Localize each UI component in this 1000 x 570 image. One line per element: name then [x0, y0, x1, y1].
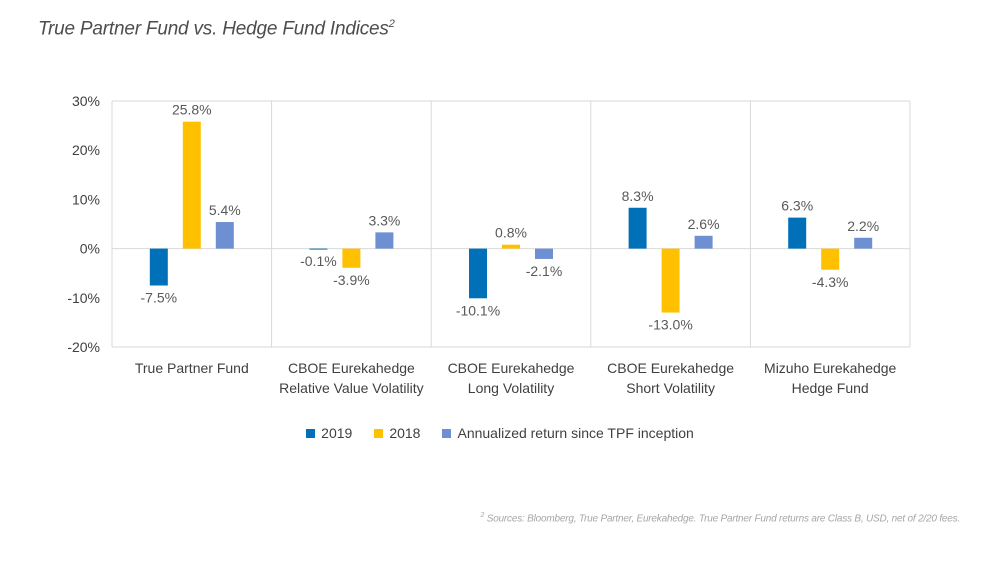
chart-title-footnote-mark: 2: [388, 18, 395, 30]
legend-label: 2018: [389, 425, 421, 441]
data-label: -4.3%: [812, 274, 849, 290]
bar: [149, 248, 168, 286]
y-tick-label: 10%: [72, 191, 100, 207]
legend-label: Annualized return since TPF inception: [457, 425, 694, 441]
data-label: 3.3%: [368, 212, 400, 228]
x-tick-label: Hedge Fund: [792, 380, 869, 396]
data-label: -3.9%: [333, 272, 370, 288]
x-tick-label: Short Volatility: [626, 380, 715, 396]
bar: [182, 121, 201, 249]
bar: [788, 217, 807, 249]
y-tick-label: 0%: [80, 241, 100, 257]
bar: [661, 248, 680, 313]
legend-item: Annualized return since TPF inception: [442, 425, 694, 441]
legend-item: 2018: [374, 425, 420, 441]
legend-swatch: [442, 428, 452, 438]
legend-swatch: [306, 428, 316, 438]
bar: [469, 248, 487, 299]
chart-title: True Partner Fund vs. Hedge Fund Indices…: [38, 18, 395, 40]
y-tick-label: 30%: [72, 93, 100, 109]
data-label: -10.1%: [456, 302, 500, 318]
legend-swatch: [374, 428, 384, 438]
bar: [694, 235, 713, 249]
bar: [628, 207, 647, 249]
chart-legend: 2019 2018 Annualized return since TPF ince…: [0, 425, 1000, 441]
data-label: -2.1%: [526, 263, 563, 279]
data-label: 2.2%: [847, 218, 879, 234]
x-tick-label: Long Volatility: [468, 380, 554, 396]
x-tick-label: CBOE Eurekahedge: [288, 360, 415, 376]
bar: [821, 248, 840, 270]
data-label: 2.6%: [688, 216, 720, 232]
footnote: 2 Sources: Bloomberg, True Partner, Eure…: [480, 512, 960, 524]
data-label: 6.3%: [781, 198, 813, 214]
legend-item: 2019: [306, 425, 352, 441]
y-tick-label: 20%: [72, 142, 100, 158]
bar: [502, 244, 520, 249]
footnote-text: Sources: Bloomberg, True Partner, Eureka…: [484, 513, 960, 525]
x-tick-label: Relative Value Volatility: [279, 380, 423, 396]
y-tick-label: -10%: [67, 290, 100, 306]
data-label: -7.5%: [141, 290, 178, 306]
x-tick-label: True Partner Fund: [135, 360, 249, 376]
bar: [215, 222, 234, 249]
bar: [854, 237, 873, 249]
data-label: 25.8%: [172, 102, 212, 118]
data-label: -0.1%: [300, 253, 337, 269]
bar: [342, 248, 361, 268]
x-tick-label: CBOE Eurekahedge: [448, 360, 575, 376]
bar: [309, 248, 328, 250]
legend-label: 2019: [321, 425, 353, 441]
bar: [535, 248, 553, 259]
data-label: 8.3%: [622, 188, 654, 204]
data-label: -13.0%: [648, 317, 692, 333]
bar: [375, 232, 394, 249]
x-tick-label: Mizuho Eurekahedge: [764, 360, 897, 376]
data-label: 0.8%: [495, 225, 527, 241]
footnote-mark: 2: [480, 512, 485, 519]
data-label: 5.4%: [209, 202, 241, 218]
chart-title-text: True Partner Fund vs. Hedge Fund Indices: [38, 18, 389, 40]
y-tick-label: -20%: [67, 339, 100, 355]
x-tick-label: CBOE Eurekahedge: [607, 360, 734, 376]
